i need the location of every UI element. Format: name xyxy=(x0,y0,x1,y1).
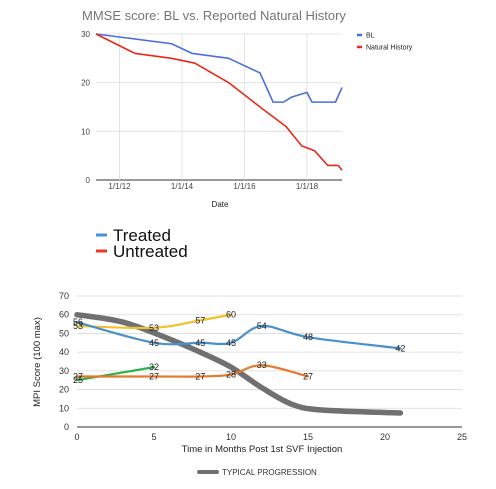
chart1-y-tick-label: 20 xyxy=(81,79,90,88)
chart2-data-label: 60 xyxy=(226,310,236,320)
chart2-y-tick-label: 30 xyxy=(59,366,69,376)
chart2-data-label: 53 xyxy=(149,323,159,333)
chart2-data-label: 48 xyxy=(303,332,313,342)
chart1-series-line xyxy=(95,33,343,103)
chart1-x-tick-label: 1/1/12 xyxy=(108,182,131,191)
chart1-series xyxy=(95,33,343,171)
chart2-data-label: 57 xyxy=(195,315,205,325)
chart2-x-tick-label: 0 xyxy=(74,432,79,442)
chart2-data-label: 42 xyxy=(395,343,405,353)
chart1-y-tick-label: 10 xyxy=(81,127,90,136)
chart1-title: MMSE score: BL vs. Reported Natural Hist… xyxy=(82,8,346,23)
chart2-data-label: 45 xyxy=(149,338,159,348)
chart2-legend-label: TYPICAL PROGRESSION xyxy=(222,468,317,477)
chart1-grid xyxy=(96,33,342,181)
chart2-data-label: 53 xyxy=(73,321,83,331)
chart2-x-tick-label: 20 xyxy=(380,432,390,442)
chart2-series-line xyxy=(75,366,156,382)
chart2-series-line xyxy=(74,311,404,416)
chart1-x-tick-label: 1/1/14 xyxy=(171,182,194,191)
chart2-y-tick-label: 60 xyxy=(59,310,69,320)
chart2-y-tick-label: 20 xyxy=(59,385,69,395)
chart2-x-tick-label: 15 xyxy=(303,432,313,442)
chart2-y-tick-label: 50 xyxy=(59,328,69,338)
chart2-data-label: 27 xyxy=(149,371,159,381)
chart2-series-line xyxy=(75,321,402,350)
chart2-y-ticks: 0 10 20 30 40 50 60 70 xyxy=(59,291,69,432)
chart2-data-label: 54 xyxy=(257,321,267,331)
chart2-x-ticks: 0 5 10 15 20 25 xyxy=(74,432,467,442)
chart2-x-tick-label: 10 xyxy=(226,432,236,442)
chart1-x-axis-label: Date xyxy=(212,200,229,209)
chart2-data-label: 28 xyxy=(226,370,236,380)
chart2-y-axis-label: MPI Score (100 max) xyxy=(32,317,43,407)
chart1-y-tick-label: 30 xyxy=(81,30,90,39)
chart2-x-axis-label: Time in Months Post 1st SVF Injection xyxy=(182,444,343,455)
chart2-data-label: 27 xyxy=(195,371,205,381)
chart2-data-label: 33 xyxy=(257,360,267,370)
chart1-legend-label: BL xyxy=(366,33,375,40)
outer-legend-label: Treated xyxy=(113,226,171,245)
chart2-series-line xyxy=(75,364,310,378)
chart2-y-tick-label: 40 xyxy=(59,347,69,357)
chart2-series-line xyxy=(75,313,233,330)
chart1-legend-label: Natural History xyxy=(366,45,413,52)
chart1-x-tick-label: 1/1/16 xyxy=(233,182,256,191)
chart1-series-line xyxy=(95,33,343,171)
chart2-data-label: 56 xyxy=(73,317,83,327)
chart2-x-tick-label: 5 xyxy=(151,432,156,442)
chart2-data-label: 25 xyxy=(73,375,83,385)
chart2-data-label: 45 xyxy=(226,338,236,348)
chart2-y-tick-label: 10 xyxy=(59,403,69,413)
chart1-legend: BL Natural History xyxy=(357,33,413,52)
chart2-y-tick-label: 0 xyxy=(64,422,69,432)
chart2-data-label: 27 xyxy=(303,371,313,381)
chart2-y-tick-label: 70 xyxy=(59,291,69,301)
chart2-data-label: 27 xyxy=(73,371,83,381)
chart2-data-label: 32 xyxy=(149,362,159,372)
chart2-x-tick-label: 25 xyxy=(457,432,467,442)
outer-legend-label: Untreated xyxy=(113,242,188,261)
chart1-x-tick-label: 1/1/18 xyxy=(296,182,319,191)
chart2-series xyxy=(74,311,404,416)
chart1-x-ticks: 1/1/12 1/1/14 1/1/16 1/1/18 xyxy=(108,182,318,191)
chart2-legend: TYPICAL PROGRESSION xyxy=(197,468,317,477)
chart2-grid xyxy=(77,295,462,428)
chart2-data-label: 45 xyxy=(195,338,205,348)
chart1-y-ticks: 0 10 20 30 xyxy=(81,30,90,185)
chart1-y-tick-label: 0 xyxy=(86,176,91,185)
